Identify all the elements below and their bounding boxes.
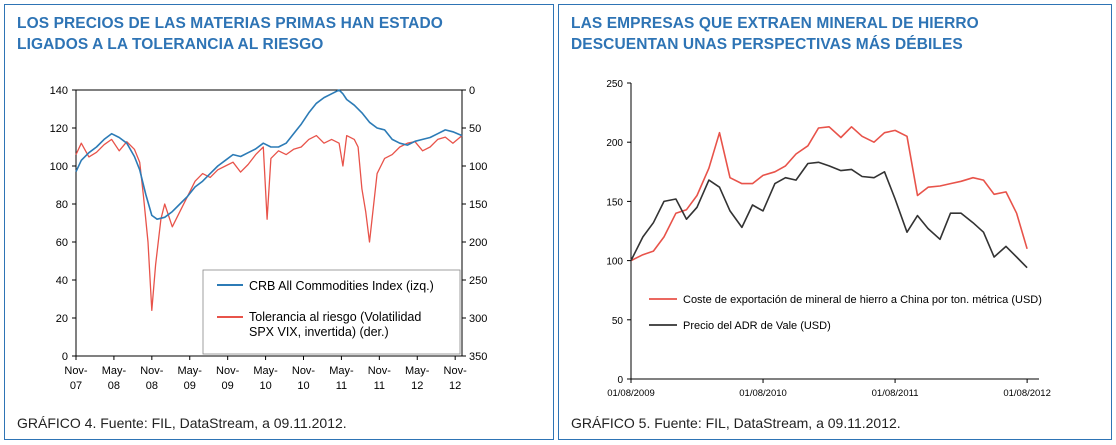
- x-tick-label: Nov-: [140, 365, 164, 377]
- legend: CRB All Commodities Index (izq.) Toleranc…: [202, 269, 461, 355]
- y-left-tick-label: 20: [56, 313, 68, 325]
- y-right-tick-label: 300: [469, 313, 487, 325]
- series-line-crb-index: [75, 89, 463, 220]
- x-tick-label: 01/08/2011: [872, 388, 919, 399]
- series-line-iron-ore-cost: [630, 126, 1028, 262]
- chart-title-line-2: LIGADOS A LA TOLERANCIA AL RIESGO: [17, 36, 324, 53]
- y-right-tick-label: 200: [469, 237, 487, 249]
- chart-caption: GRÁFICO 5. Fuente: FIL, DataStream, a 09…: [571, 415, 901, 431]
- y-tick-label: 0: [617, 375, 623, 386]
- y-tick-label: 150: [606, 197, 623, 208]
- x-tick-label: 10: [259, 380, 271, 392]
- x-tick-label: May-: [102, 365, 127, 377]
- y-tick-label: 100: [606, 257, 623, 268]
- chart-panel-commodities: LOS PRECIOS DE LAS MATERIAS PRIMAS HAN E…: [4, 4, 554, 440]
- x-tick-label: May-: [329, 365, 354, 377]
- y-tick-label: 200: [606, 138, 623, 149]
- x-tick-label: 09: [184, 380, 196, 392]
- legend-box: [202, 269, 461, 355]
- series-line-vale-adr: [630, 161, 1028, 269]
- legend-label-iron-ore: Coste de exportación de mineral de hierr…: [683, 294, 1042, 306]
- chart-title: LAS EMPRESAS QUE EXTRAEN MINERAL DE HIER…: [571, 13, 979, 55]
- x-tick-label: 08: [108, 380, 120, 392]
- x-tick-label: 11: [336, 380, 347, 392]
- y-left-tick-label: 0: [62, 351, 68, 363]
- x-tick-label: Nov-: [368, 365, 392, 377]
- y-right-tick-label: 150: [469, 199, 487, 211]
- plot-frame: [75, 89, 463, 357]
- chart-title-line-1: LAS EMPRESAS QUE EXTRAEN MINERAL DE HIER…: [571, 15, 979, 32]
- y-left-tick-label: 100: [50, 161, 68, 173]
- y-right-tick-label: 0: [469, 85, 475, 97]
- x-tick-label: 11: [374, 380, 385, 392]
- legend-label-risk: Tolerancia al riesgo (Volatilidad: [249, 310, 421, 324]
- chart-title: LOS PRECIOS DE LAS MATERIAS PRIMAS HAN E…: [17, 13, 443, 55]
- x-tick-label: May-: [253, 365, 278, 377]
- x-tick-label: 09: [222, 380, 234, 392]
- chart-title-line-2: DESCUENTAN UNAS PERSPECTIVAS MÁS DÉBILES: [571, 36, 963, 53]
- x-tick-label: 01/08/2009: [607, 388, 655, 399]
- y-right-tick-label: 100: [469, 161, 487, 173]
- x-tick-label: 12: [411, 380, 423, 392]
- iron-ore-vale-chart: 0 50 100 150 200 250 01/08/2009 01/08/2010 01/08…: [606, 79, 1051, 399]
- x-tick-label: Nov-: [64, 365, 88, 377]
- chart-title-line-1: LOS PRECIOS DE LAS MATERIAS PRIMAS HAN E…: [17, 15, 443, 32]
- y-tick-label: 250: [606, 79, 623, 90]
- x-tick-label: 12: [449, 380, 461, 392]
- y-left-tick-label: 80: [56, 199, 68, 211]
- chart-caption: GRÁFICO 4. Fuente: FIL, DataStream, a 09…: [17, 415, 347, 431]
- y-right-tick-label: 250: [469, 275, 487, 287]
- x-tick-label: 10: [297, 380, 309, 392]
- x-tick-label: 07: [70, 380, 82, 392]
- y-left-tick-label: 120: [50, 123, 68, 135]
- legend: Coste de exportación de mineral de hierr…: [649, 294, 1042, 332]
- x-tick-label: Nov-: [216, 365, 240, 377]
- legend-label-risk: SPX VIX, invertida) (der.): [249, 325, 389, 339]
- series-line-risk-tolerance: [75, 134, 463, 312]
- legend-label-vale: Precio del ADR de Vale (USD): [683, 320, 831, 332]
- x-tick-label: May-: [178, 365, 203, 377]
- legend-label-crb: CRB All Commodities Index (izq.): [249, 279, 434, 293]
- y-left-tick-label: 140: [50, 85, 68, 97]
- x-tick-label: May-: [405, 365, 430, 377]
- chart-panel-iron-ore: LAS EMPRESAS QUE EXTRAEN MINERAL DE HIER…: [558, 4, 1112, 440]
- y-right-tick-label: 350: [469, 351, 487, 363]
- y-left-tick-label: 40: [56, 275, 68, 287]
- x-tick-label: 08: [146, 380, 158, 392]
- y-left-tick-label: 60: [56, 237, 68, 249]
- x-tick-label: 01/08/2010: [739, 388, 787, 399]
- y-right-tick-label: 50: [469, 123, 481, 135]
- x-tick-label: 01/08/2012: [1003, 388, 1051, 399]
- x-tick-label: Nov-: [444, 365, 468, 377]
- y-tick-label: 50: [612, 316, 624, 327]
- x-tick-label: Nov-: [292, 365, 316, 377]
